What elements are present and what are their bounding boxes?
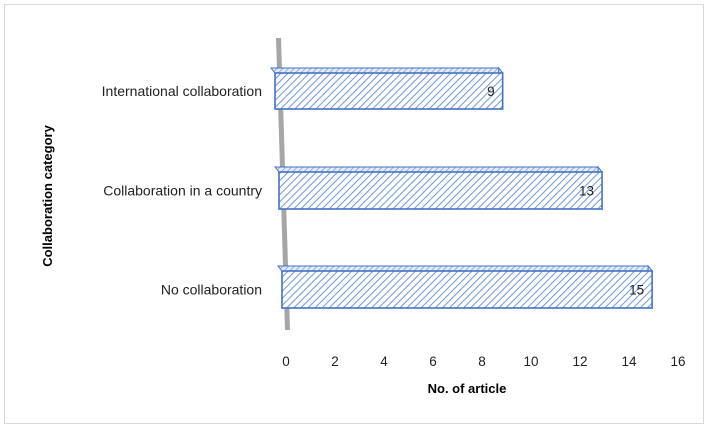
bar-group-collaboration-in-a-country: 13 <box>273 165 604 211</box>
x-tick-label: 2 <box>331 354 339 369</box>
bar-collaboration-in-a-country <box>278 171 603 210</box>
category-label-collaboration-in-a-country: Collaboration in a country <box>103 183 262 199</box>
x-tick-label: 6 <box>429 354 437 369</box>
x-tick-label: 10 <box>523 354 538 369</box>
category-label-no-collaboration: No collaboration <box>161 282 262 298</box>
x-axis-title: No. of article <box>428 381 507 396</box>
x-tick-label: 0 <box>282 354 290 369</box>
y-axis-title: Collaboration category <box>40 124 55 266</box>
bar-group-no-collaboration: 15 <box>276 264 654 310</box>
x-tick-label: 4 <box>380 354 388 369</box>
x-tick-label: 12 <box>572 354 587 369</box>
bar-no-collaboration <box>281 270 653 309</box>
x-tick-label: 16 <box>670 354 685 369</box>
x-axis-ticks: 0 2 4 6 8 10 12 14 16 <box>282 354 685 369</box>
data-label: 15 <box>629 283 644 298</box>
category-label-international-collaboration: International collaboration <box>102 83 262 99</box>
bar-group-international-collaboration: 9 <box>269 66 504 111</box>
x-tick-label: 14 <box>621 354 637 369</box>
bar-series: 9 13 15 <box>269 66 654 310</box>
x-tick-label: 8 <box>478 354 486 369</box>
category-labels: International collaboration Collaboration… <box>102 83 262 298</box>
bar-international-collaboration <box>274 72 504 110</box>
data-label: 9 <box>487 84 495 99</box>
data-label: 13 <box>579 184 594 199</box>
